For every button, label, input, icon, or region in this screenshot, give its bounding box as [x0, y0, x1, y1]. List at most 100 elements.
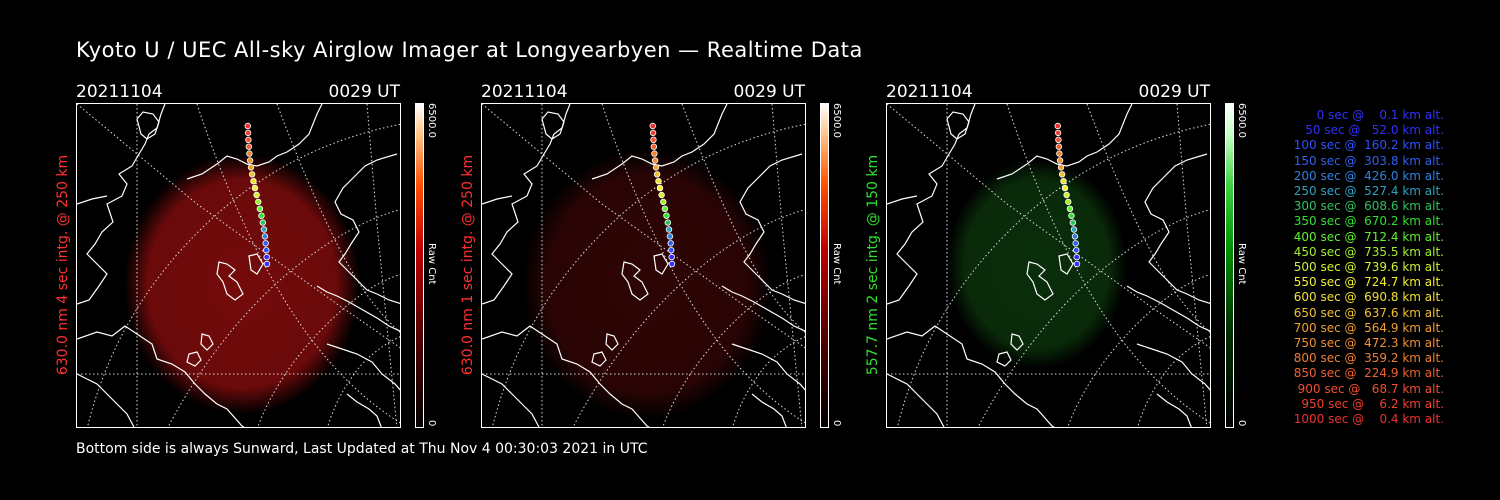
trajectory-point: [666, 233, 674, 240]
coastline: [621, 261, 649, 301]
legend-item: 50 sec @ 52.0 km alt.: [1297, 123, 1444, 138]
trajectory-point: [263, 260, 271, 268]
lat-lon-grid-line: [1006, 104, 1210, 424]
trajectory-point: [1054, 129, 1062, 137]
coastline: [482, 325, 650, 427]
coastline: [248, 253, 264, 275]
trajectory-point: [1069, 219, 1077, 226]
panel-1-colorbar: [415, 103, 424, 428]
lat-lon-grid-line: [167, 209, 400, 427]
trajectory-point: [650, 136, 657, 143]
panel-1-image: [76, 103, 401, 428]
panel-1-time: 0029 UT: [328, 82, 401, 102]
legend-item: 300 sec @ 608.6 km alt.: [1289, 199, 1444, 214]
legend-item: 250 sec @ 527.4 km alt.: [1289, 184, 1444, 199]
panel-2-map: [482, 104, 805, 427]
legend-item: 600 sec @ 690.8 km alt.: [1289, 290, 1444, 305]
lat-lon-grid-line: [771, 104, 803, 427]
trajectory-point: [1055, 143, 1063, 150]
lat-lon-grid-line: [196, 104, 400, 424]
panel-3-time: 0029 UT: [1138, 82, 1211, 102]
panel-1-date: 20211104: [76, 82, 163, 102]
trajectory-point: [668, 246, 675, 254]
trajectory-point: [658, 191, 665, 199]
coastline: [887, 195, 918, 205]
airglow-field: [522, 149, 772, 419]
trajectory-point: [656, 184, 664, 192]
panel-2-colorbar-min: 0: [831, 420, 842, 427]
legend-item: 650 sec @ 637.6 km alt.: [1289, 305, 1444, 320]
panel-3-side-label: 557.7 nm 2 sec intg. @ 150 km: [865, 154, 881, 376]
panel-3-colorbar: [1225, 103, 1234, 428]
coastline: [482, 373, 540, 427]
panel-2-colorbar: [820, 103, 829, 428]
trajectory-point: [245, 136, 252, 143]
trajectory-point: [1073, 260, 1081, 268]
coastline: [216, 261, 244, 301]
page-title: Kyoto U / UEC All-sky Airglow Imager at …: [76, 38, 863, 62]
lat-lon-grid-line: [601, 104, 805, 424]
lat-lon-grid-line: [977, 209, 1210, 427]
lat-lon-grid-line: [732, 336, 805, 427]
coastline: [200, 333, 214, 351]
panel-3-colorbar-unit: Raw Cnt: [1236, 243, 1247, 285]
coastline: [316, 285, 400, 332]
coastline: [1026, 261, 1054, 301]
trajectory-point: [256, 205, 264, 212]
legend-item: 900 sec @ 68.7 km alt.: [1293, 381, 1444, 396]
panel-3-map: [887, 104, 1210, 427]
coastline: [186, 104, 323, 180]
trajectory-point: [1060, 177, 1067, 185]
trajectory-point: [649, 129, 657, 137]
coastline: [996, 351, 1012, 367]
legend-item: 200 sec @ 426.0 km alt.: [1289, 168, 1444, 183]
coastline: [346, 393, 382, 427]
coastline: [653, 253, 669, 275]
legend-item: 850 sec @ 224.9 km alt.: [1289, 366, 1444, 381]
trajectory-point: [667, 240, 674, 247]
legend-item: 800 sec @ 359.2 km alt.: [1289, 351, 1444, 366]
lat-lon-grid-line: [257, 274, 400, 427]
legend-item: 400 sec @ 712.4 km alt.: [1289, 229, 1444, 244]
coastline: [751, 393, 787, 427]
legend-item: 550 sec @ 724.7 km alt.: [1289, 275, 1444, 290]
trajectory-point: [253, 191, 260, 199]
coastline: [136, 111, 160, 140]
trajectory-point: [244, 122, 251, 130]
trajectory-point: [1054, 122, 1061, 130]
coastline: [739, 153, 805, 305]
trajectory-point: [1056, 150, 1063, 157]
coastline: [1058, 253, 1074, 275]
lat-lon-grid-line: [1137, 336, 1210, 427]
coastline: [77, 325, 245, 427]
coastline: [591, 104, 728, 180]
coastline: [591, 351, 607, 367]
coastline: [541, 111, 565, 140]
coastline: [334, 153, 400, 305]
trajectory-point: [244, 129, 252, 137]
trajectory-point: [1073, 246, 1080, 254]
lat-lon-grid-line: [1086, 104, 1210, 333]
legend-item: 950 sec @ 6.2 km alt.: [1297, 396, 1444, 411]
coastline: [1156, 393, 1192, 427]
trajectory-point: [260, 226, 268, 233]
lat-lon-grid-line: [572, 209, 805, 427]
legend-item: 700 sec @ 564.9 km alt.: [1289, 320, 1444, 335]
trajectory-point: [1070, 226, 1078, 233]
coastline: [326, 343, 400, 391]
altitude-legend: 0 sec @ 0.1 km alt. 50 sec @ 52.0 km alt…: [1262, 108, 1444, 427]
trajectory-point: [251, 184, 259, 192]
coastline: [887, 133, 960, 305]
trajectory-point: [1061, 184, 1069, 192]
panel-3-date: 20211104: [886, 82, 973, 102]
trajectory-point: [668, 260, 676, 268]
trajectory-point: [248, 171, 256, 178]
panel-1-side-label: 630.0 nm 4 sec intg. @ 250 km: [55, 154, 71, 376]
lat-lon-grid-line: [276, 104, 400, 333]
trajectory-point: [655, 177, 662, 185]
trajectory-point: [262, 240, 269, 247]
trajectory-point: [661, 205, 669, 212]
trajectory-point: [652, 164, 660, 171]
coastline: [605, 333, 619, 351]
coastline: [996, 104, 1133, 180]
